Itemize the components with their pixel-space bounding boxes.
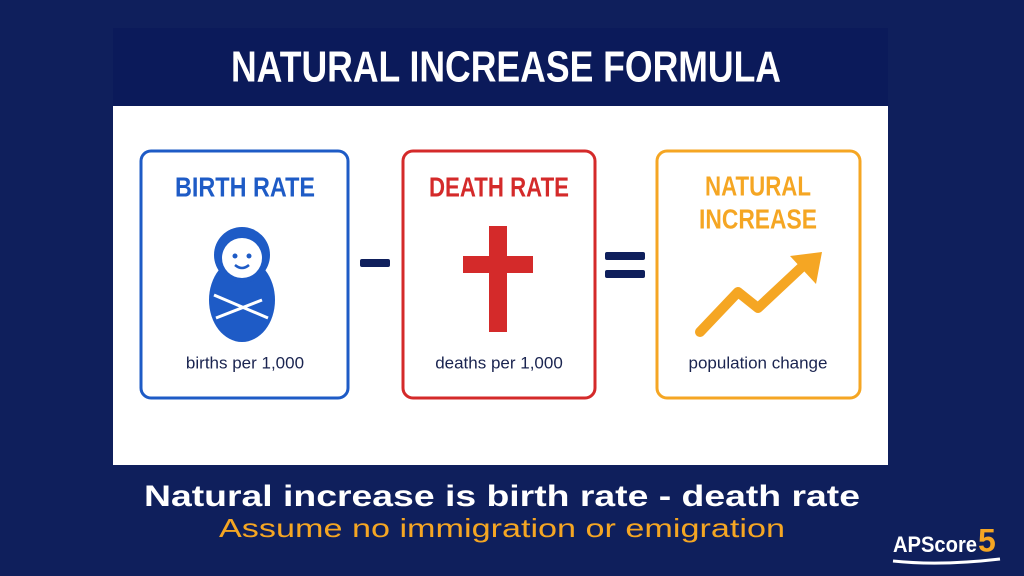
footer-headline: Natural increase is birth rate - death r…: [144, 480, 860, 513]
header-band: [113, 28, 888, 106]
footer-subline: Assume no immigration or emigration: [219, 513, 785, 543]
card-caption: births per 1,000: [186, 353, 304, 372]
minus-sign: [360, 259, 390, 267]
card-title: INCREASE: [699, 203, 817, 234]
card-caption: deaths per 1,000: [435, 353, 563, 372]
card-title: NATURAL: [705, 170, 811, 201]
card-title: DEATH RATE: [429, 171, 569, 202]
logo-underline: [892, 557, 1001, 565]
card: [655, 149, 862, 400]
cross-icon: [463, 226, 533, 332]
baby-icon: [209, 227, 275, 342]
logo-text: APScore: [893, 532, 977, 557]
arrow-icon: [695, 252, 822, 337]
equals-sign: [605, 252, 645, 260]
card-title: BIRTH RATE: [175, 171, 315, 202]
logo-number: 5: [978, 522, 996, 558]
header-title: NATURAL INCREASE FORMULA: [231, 43, 781, 92]
card-caption: population change: [689, 353, 828, 372]
equals-sign: [605, 270, 645, 278]
